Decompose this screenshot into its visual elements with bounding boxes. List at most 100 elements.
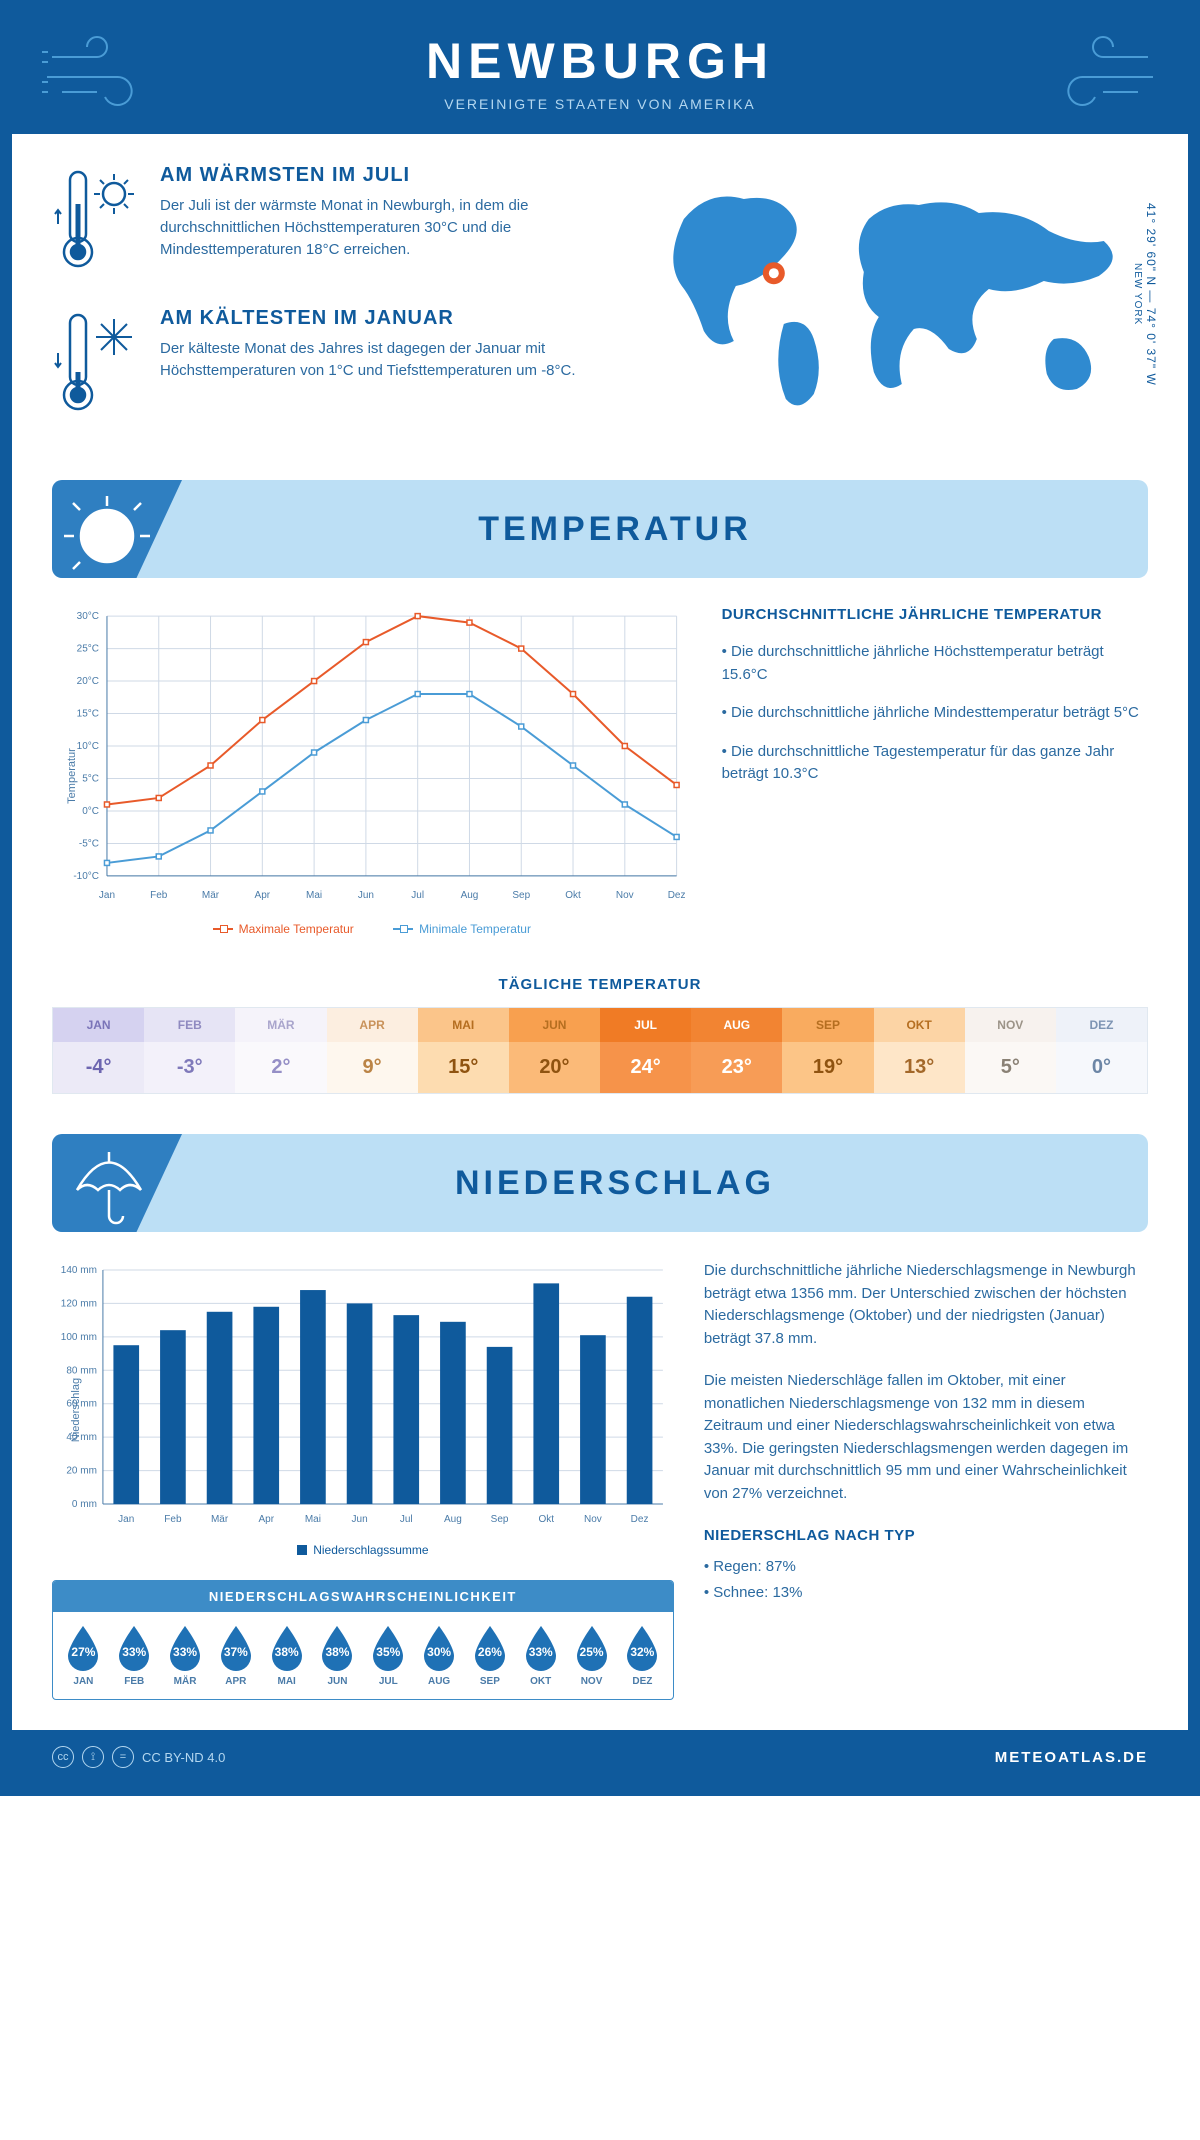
daily-temperature-table: JAN-4°FEB-3°MÄR2°APR9°MAI15°JUN20°JUL24°… [52, 1007, 1148, 1094]
precip-y-axis-label: Niederschlag [70, 1378, 82, 1442]
section-header-precip: NIEDERSCHLAG [52, 1134, 1148, 1232]
svg-text:-10°C: -10°C [73, 871, 99, 882]
cc-icon: cc [52, 1746, 74, 1768]
raindrop-icon: 25% [573, 1624, 611, 1672]
intro-row: AM WÄRMSTEN IM JULI Der Juli ist der wär… [52, 164, 1148, 450]
city-title: NEWBURGH [12, 32, 1188, 90]
section-title-precip: NIEDERSCHLAG [182, 1164, 1148, 1203]
prob-cell: 35%JUL [364, 1624, 413, 1687]
daily-temp-title: TÄGLICHE TEMPERATUR [52, 976, 1148, 993]
warmest-block: AM WÄRMSTEN IM JULI Der Juli ist der wär… [52, 164, 610, 279]
svg-text:10°C: 10°C [77, 741, 99, 752]
temperature-line-chart: Temperatur -10°C-5°C0°C5°C10°C15°C20°C25… [52, 606, 692, 946]
daily-cell: MÄR2° [235, 1008, 326, 1093]
precip-legend: Niederschlagssumme [52, 1543, 674, 1558]
infographic-container: NEWBURGH VEREINIGTE STAATEN VON AMERIKA [0, 0, 1200, 1796]
wind-icon-left [42, 32, 162, 112]
raindrop-icon: 27% [64, 1624, 102, 1672]
svg-text:5°C: 5°C [82, 773, 99, 784]
svg-text:30°C: 30°C [77, 611, 99, 622]
daily-cell: FEB-3° [144, 1008, 235, 1093]
raindrop-icon: 35% [369, 1624, 407, 1672]
country-subtitle: VEREINIGTE STAATEN VON AMERIKA [12, 96, 1188, 112]
svg-text:20 mm: 20 mm [66, 1466, 97, 1477]
svg-text:Dez: Dez [668, 890, 686, 901]
daily-cell: AUG23° [691, 1008, 782, 1093]
by-icon: ⟟ [82, 1746, 104, 1768]
svg-text:25°C: 25°C [77, 644, 99, 655]
sun-icon [62, 488, 162, 578]
svg-text:140 mm: 140 mm [61, 1265, 97, 1276]
prob-cell: 32%DEZ [618, 1624, 667, 1687]
raindrop-icon: 37% [217, 1624, 255, 1672]
coldest-block: AM KÄLTESTEN IM JANUAR Der kälteste Mona… [52, 307, 610, 422]
coldest-body: Der kälteste Monat des Jahres ist dagege… [160, 338, 610, 382]
thermometer-cold-icon [52, 307, 142, 417]
prob-cell: 38%MAI [262, 1624, 311, 1687]
svg-text:Nov: Nov [616, 890, 634, 901]
daily-cell: APR9° [327, 1008, 418, 1093]
svg-text:Mär: Mär [202, 890, 220, 901]
daily-cell: SEP19° [782, 1008, 873, 1093]
svg-text:Aug: Aug [444, 1514, 462, 1525]
wind-icon-right [1038, 32, 1158, 112]
prob-cell: 37%APR [211, 1624, 260, 1687]
prob-cell: 33%MÄR [161, 1624, 210, 1687]
svg-text:Mär: Mär [211, 1514, 229, 1525]
temp-summary-text: DURCHSCHNITTLICHE JÄHRLICHE TEMPERATUR •… [722, 606, 1148, 946]
svg-text:Mai: Mai [305, 1514, 321, 1525]
precip-probability-box: NIEDERSCHLAGSWAHRSCHEINLICHKEIT 27%JAN33… [52, 1580, 674, 1700]
prob-cell: 27%JAN [59, 1624, 108, 1687]
svg-text:Okt: Okt [538, 1514, 554, 1525]
svg-text:Jul: Jul [411, 890, 424, 901]
prob-cell: 30%AUG [415, 1624, 464, 1687]
svg-text:Aug: Aug [461, 890, 479, 901]
umbrella-icon [62, 1142, 157, 1227]
svg-text:20°C: 20°C [77, 676, 99, 687]
svg-text:Feb: Feb [150, 890, 168, 901]
coordinates-label: 41° 29' 60" N — 74° 0' 37" W NEW YORK [1130, 164, 1158, 424]
header-band: NEWBURGH VEREINIGTE STAATEN VON AMERIKA [12, 12, 1188, 134]
svg-text:Apr: Apr [255, 890, 271, 901]
daily-cell: JAN-4° [53, 1008, 144, 1093]
raindrop-icon: 33% [166, 1624, 204, 1672]
raindrop-icon: 33% [115, 1624, 153, 1672]
precipitation-bar-chart: Niederschlag 0 mm20 mm40 mm60 mm80 mm100… [52, 1260, 674, 1560]
daily-cell: MAI15° [418, 1008, 509, 1093]
prob-cell: 33%OKT [516, 1624, 565, 1687]
license-block: cc ⟟ = CC BY-ND 4.0 [52, 1746, 225, 1768]
daily-cell: JUN20° [509, 1008, 600, 1093]
prob-title: NIEDERSCHLAGSWAHRSCHEINLICHKEIT [53, 1581, 673, 1612]
svg-text:Jan: Jan [99, 890, 115, 901]
section-header-temperature: TEMPERATUR [52, 480, 1148, 578]
nd-icon: = [112, 1746, 134, 1768]
coldest-title: AM KÄLTESTEN IM JANUAR [160, 307, 610, 330]
svg-text:Apr: Apr [258, 1514, 274, 1525]
section-title-temperature: TEMPERATUR [182, 510, 1148, 549]
svg-text:Jan: Jan [118, 1514, 134, 1525]
svg-text:Sep: Sep [491, 1514, 509, 1525]
prob-cell: 38%JUN [313, 1624, 362, 1687]
site-name: METEOATLAS.DE [995, 1749, 1148, 1766]
prob-cell: 25%NOV [567, 1624, 616, 1687]
raindrop-icon: 32% [623, 1624, 661, 1672]
raindrop-icon: 33% [522, 1624, 560, 1672]
warmest-body: Der Juli ist der wärmste Monat in Newbur… [160, 195, 610, 260]
svg-text:0 mm: 0 mm [72, 1499, 97, 1510]
svg-text:Dez: Dez [631, 1514, 649, 1525]
map-marker-icon [763, 262, 785, 284]
daily-cell: JUL24° [600, 1008, 691, 1093]
temp-legend: Maximale Temperatur Minimale Temperatur [52, 919, 692, 936]
thermometer-hot-icon [52, 164, 142, 274]
svg-text:Jun: Jun [358, 890, 374, 901]
world-map [640, 164, 1148, 424]
svg-text:80 mm: 80 mm [66, 1365, 97, 1376]
svg-text:Okt: Okt [565, 890, 581, 901]
svg-text:Mai: Mai [306, 890, 322, 901]
raindrop-icon: 38% [268, 1624, 306, 1672]
warmest-title: AM WÄRMSTEN IM JULI [160, 164, 610, 187]
raindrop-icon: 26% [471, 1624, 509, 1672]
daily-cell: OKT13° [874, 1008, 965, 1093]
svg-text:Nov: Nov [584, 1514, 602, 1525]
svg-text:15°C: 15°C [77, 709, 99, 720]
